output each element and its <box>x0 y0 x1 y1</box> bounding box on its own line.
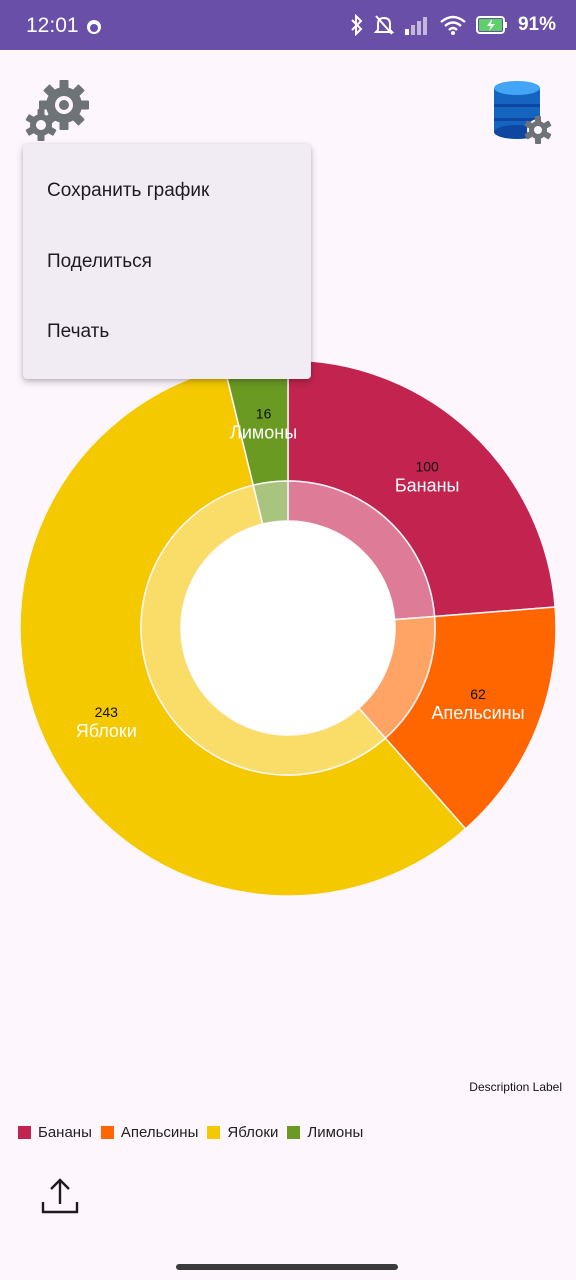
slice-category-label-2: Яблоки <box>76 721 137 741</box>
legend-label: Бананы <box>38 1124 92 1141</box>
slice-value-label-0: 100 <box>415 458 439 474</box>
menu-item-print[interactable]: Печать <box>47 321 109 343</box>
legend-swatch <box>101 1126 114 1139</box>
database-settings-icon[interactable] <box>492 80 554 146</box>
legend-entry-1: Апельсины <box>101 1124 198 1141</box>
slice-value-label-3: 16 <box>256 405 272 421</box>
slice-category-label-1: Апельсины <box>432 703 525 723</box>
bell-off-icon <box>374 14 394 36</box>
overflow-menu: Сохранить график Поделиться Печать <box>23 144 311 379</box>
bluetooth-icon <box>350 14 364 36</box>
legend-swatch <box>287 1126 300 1139</box>
wifi-icon <box>440 15 466 35</box>
slice-category-label-3: Лимоны <box>230 422 297 442</box>
legend-label: Яблоки <box>227 1124 278 1141</box>
face-icon <box>86 19 102 35</box>
slice-category-label-0: Бананы <box>395 475 460 495</box>
status-time: 12:01 <box>26 14 79 38</box>
menu-item-save-chart[interactable]: Сохранить график <box>47 180 209 202</box>
legend-entry-3: Лимоны <box>287 1124 363 1141</box>
gears-icon[interactable] <box>24 76 94 142</box>
chart-description-label: Description Label <box>469 1080 562 1094</box>
status-icons: 91% <box>340 14 556 36</box>
legend-label: Лимоны <box>307 1124 363 1141</box>
battery-charging-icon <box>476 16 508 34</box>
share-upload-icon[interactable] <box>40 1176 80 1216</box>
slice-value-label-2: 243 <box>95 704 119 720</box>
legend-label: Апельсины <box>121 1124 198 1141</box>
status-bar: 12:01 91% <box>0 0 576 50</box>
legend-swatch <box>18 1126 31 1139</box>
menu-item-share[interactable]: Поделиться <box>47 251 152 273</box>
signal-icon <box>404 15 430 35</box>
battery-percent: 91% <box>518 14 556 36</box>
gesture-nav-bar[interactable] <box>176 1264 398 1270</box>
donut-hole <box>181 521 395 735</box>
chart-legend: Бананы Апельсины Яблоки Лимоны <box>18 1124 372 1141</box>
legend-swatch <box>207 1126 220 1139</box>
legend-entry-0: Бананы <box>18 1124 92 1141</box>
legend-entry-2: Яблоки <box>207 1124 278 1141</box>
slice-value-label-1: 62 <box>470 686 486 702</box>
